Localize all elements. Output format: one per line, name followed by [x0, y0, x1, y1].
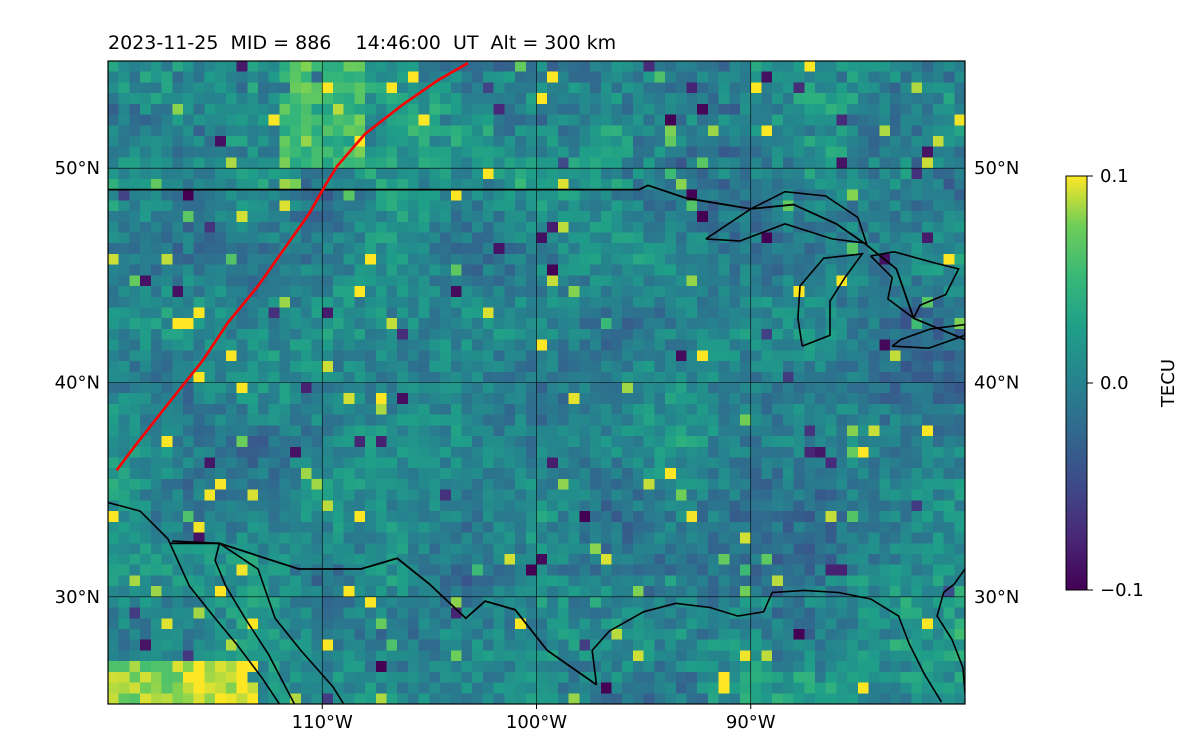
x-tick-label: 100°W	[506, 712, 567, 733]
colorbar-gradient	[1065, 175, 1088, 591]
country-border	[170, 542, 598, 686]
colorbar-ticks: 0.1 0.0 −0.1	[1087, 166, 1144, 601]
x-tick-label: 110°W	[292, 712, 353, 733]
y-tick-label-right: 30°N	[974, 587, 1019, 608]
x-tick-label: 90°W	[726, 712, 776, 733]
colorbar-tick-label: 0.0	[1100, 373, 1129, 394]
y-axis-ticks: 30°N 30°N 40°N 40°N 50°N 50°N	[55, 158, 1020, 608]
coastline	[936, 568, 965, 694]
y-tick-label-right: 50°N	[974, 158, 1019, 179]
chart-title: 2023-11-25 MID = 886 14:46:00 UT Alt = 3…	[108, 32, 616, 54]
y-tick-label-right: 40°N	[974, 373, 1019, 394]
coastline	[108, 501, 281, 704]
colorbar-tick-label: −0.1	[1100, 580, 1144, 601]
satellite-track	[115, 61, 469, 472]
lake-outline	[797, 252, 864, 347]
coastline	[591, 589, 943, 703]
map-panel	[108, 61, 965, 704]
geographic-outlines	[108, 184, 965, 704]
graticule	[108, 61, 965, 704]
colorbar-tick-label: 0.1	[1100, 166, 1129, 187]
country-border	[108, 184, 965, 341]
y-tick-label-left: 50°N	[55, 158, 100, 179]
y-tick-label-left: 30°N	[55, 587, 100, 608]
coastline	[214, 543, 296, 704]
x-axis-ticks: 110°W 100°W 90°W	[292, 704, 776, 733]
colorbar-label: TECU	[1158, 359, 1179, 408]
lake-outline	[870, 250, 960, 320]
colorbar: 0.1 0.0 −0.1 TECU	[1065, 166, 1179, 601]
y-tick-label-left: 40°N	[55, 373, 100, 394]
lake-outline	[891, 323, 965, 350]
lake-outline	[705, 190, 868, 245]
